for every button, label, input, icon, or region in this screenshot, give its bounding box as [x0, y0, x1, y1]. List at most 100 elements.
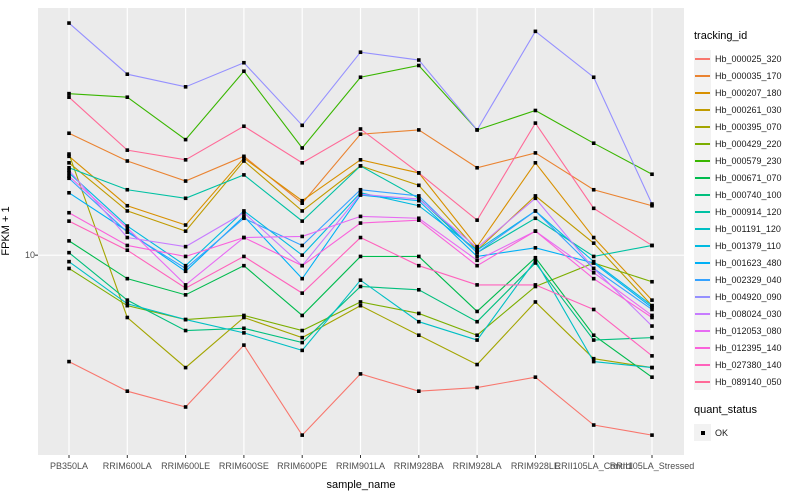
legend-item: Hb_000740_100	[694, 186, 800, 203]
data-point-marker	[67, 266, 71, 271]
data-point-marker	[591, 141, 596, 146]
data-point-marker	[125, 203, 130, 208]
legend-swatch-line	[695, 380, 710, 383]
legend-swatch-line	[695, 244, 710, 247]
data-point-marker	[533, 196, 538, 201]
data-point-marker	[533, 209, 538, 213]
data-point-marker	[533, 151, 538, 155]
data-point-marker	[300, 234, 304, 239]
data-point-marker	[533, 261, 538, 265]
legend-item: Hb_012395_140	[694, 339, 800, 356]
data-point-marker	[533, 216, 538, 221]
data-point-marker	[125, 95, 130, 99]
data-point-marker	[67, 154, 71, 159]
legend-swatch-line	[695, 346, 710, 349]
legend-key	[694, 118, 711, 135]
legend-key	[694, 101, 711, 118]
data-point-marker	[591, 333, 596, 338]
legend-item: Hb_000395_070	[694, 118, 800, 135]
data-point-marker	[300, 253, 304, 257]
legend-item-label: Hb_000207_180	[715, 87, 782, 98]
legend-swatch-line	[695, 312, 710, 315]
data-point-marker	[533, 300, 538, 304]
legend-item-label: Hb_000579_230	[715, 155, 782, 166]
data-point-marker	[183, 254, 188, 259]
legend-item: Hb_012053_080	[694, 322, 800, 339]
data-point-marker	[358, 164, 363, 168]
data-point-marker	[591, 359, 596, 364]
legend-item: Hb_089140_050	[694, 373, 800, 390]
data-point-marker	[300, 291, 304, 295]
data-point-marker	[358, 221, 363, 225]
data-point-marker	[417, 63, 421, 68]
legend-key	[694, 424, 711, 441]
data-point-marker	[242, 124, 246, 129]
data-point-marker	[358, 235, 363, 240]
data-point-marker	[475, 165, 479, 170]
data-point-marker	[242, 235, 246, 240]
legend-item: Hb_000671_070	[694, 169, 800, 186]
y-tick-label: 10	[24, 250, 35, 261]
legend-key	[694, 288, 711, 305]
data-point-marker	[475, 218, 479, 222]
legend-title-tracking-id: tracking_id	[694, 30, 748, 42]
data-point-marker	[67, 219, 71, 223]
data-point-marker	[67, 165, 71, 170]
data-point-marker	[650, 172, 654, 177]
data-point-marker	[183, 286, 188, 290]
data-point-marker	[242, 159, 246, 163]
legend-swatch-line	[695, 295, 710, 298]
data-point-marker	[67, 210, 71, 215]
data-point-marker	[358, 187, 363, 192]
legend-key	[694, 203, 711, 220]
data-point-marker	[300, 201, 304, 205]
legend-item-label: OK	[715, 427, 729, 438]
data-point-marker	[650, 315, 654, 320]
legend-swatch-line	[695, 261, 710, 264]
legend-title-quant-status: quant_status	[694, 404, 757, 416]
data-point-marker	[417, 311, 421, 316]
data-point-marker	[358, 300, 363, 304]
data-point-marker	[67, 91, 71, 96]
data-point-marker	[475, 248, 479, 253]
data-point-marker	[591, 261, 596, 265]
data-point-marker	[183, 328, 188, 333]
data-point-marker	[183, 283, 188, 287]
data-point-marker	[67, 176, 71, 181]
legend-item: Hb_000261_030	[694, 101, 800, 118]
data-point-marker	[475, 254, 479, 259]
data-point-marker	[591, 276, 596, 281]
data-point-marker	[533, 29, 538, 34]
legend-item-label: Hb_000914_120	[715, 206, 782, 217]
data-point-marker	[417, 287, 421, 292]
legend-swatch-line	[695, 329, 710, 332]
legend-key	[694, 135, 711, 152]
data-point-marker	[242, 156, 246, 160]
data-point-marker	[125, 187, 130, 192]
data-point-marker	[650, 313, 654, 318]
data-point-marker	[183, 223, 188, 227]
data-point-marker	[183, 244, 188, 249]
legend-key	[694, 322, 711, 339]
data-point-marker	[183, 405, 188, 409]
legend-item-label: Hb_012395_140	[715, 342, 782, 353]
data-point-marker	[125, 243, 130, 248]
data-point-marker	[475, 258, 479, 263]
legend-swatch-line	[695, 142, 710, 145]
data-point-marker	[417, 197, 421, 201]
data-point-marker	[475, 309, 479, 314]
data-point-marker	[183, 179, 188, 183]
data-point-marker	[475, 385, 479, 390]
data-point-marker	[475, 338, 479, 342]
data-point-marker	[300, 313, 304, 318]
data-point-marker	[183, 293, 188, 297]
data-point-marker	[125, 226, 130, 230]
data-point-marker	[650, 279, 654, 284]
data-point-marker	[183, 85, 188, 89]
legend-key	[694, 373, 711, 390]
x-tick-label: RRIM928LA	[452, 461, 502, 471]
data-point-marker	[242, 254, 246, 259]
data-point-marker	[358, 192, 363, 197]
